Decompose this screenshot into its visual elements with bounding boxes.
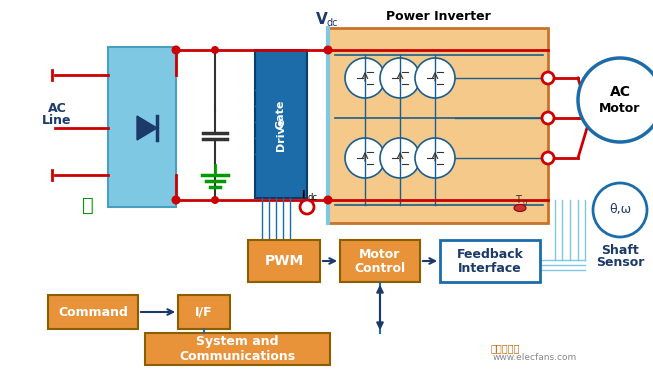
Circle shape bbox=[542, 72, 554, 84]
Circle shape bbox=[211, 196, 219, 204]
Circle shape bbox=[211, 46, 219, 54]
Circle shape bbox=[345, 58, 385, 98]
Circle shape bbox=[300, 200, 314, 214]
Bar bbox=[255, 50, 307, 198]
Text: Motor: Motor bbox=[359, 247, 401, 260]
Text: I: I bbox=[301, 190, 305, 200]
Circle shape bbox=[542, 152, 554, 164]
Text: Feedback: Feedback bbox=[456, 247, 524, 260]
Text: AC: AC bbox=[609, 85, 631, 99]
Circle shape bbox=[415, 138, 455, 178]
Circle shape bbox=[345, 138, 385, 178]
Bar bbox=[178, 295, 230, 329]
Text: I/F: I/F bbox=[195, 305, 213, 318]
Text: T: T bbox=[515, 195, 521, 205]
Circle shape bbox=[172, 196, 180, 204]
Circle shape bbox=[578, 58, 653, 142]
Circle shape bbox=[172, 46, 180, 55]
Text: Power Inverter: Power Inverter bbox=[386, 10, 490, 23]
Text: AC: AC bbox=[48, 102, 67, 115]
Circle shape bbox=[323, 196, 332, 204]
Text: Line: Line bbox=[42, 114, 72, 127]
Bar bbox=[440, 240, 540, 282]
Bar bbox=[48, 295, 138, 329]
Text: θ,ω: θ,ω bbox=[609, 204, 631, 217]
Text: 电子发烧友: 电子发烧友 bbox=[490, 343, 520, 353]
Text: ⏚: ⏚ bbox=[82, 196, 94, 214]
Text: System and: System and bbox=[197, 335, 279, 348]
Circle shape bbox=[380, 138, 420, 178]
Circle shape bbox=[380, 58, 420, 98]
Text: dc: dc bbox=[307, 193, 317, 201]
Text: 0: 0 bbox=[523, 200, 527, 206]
Circle shape bbox=[323, 46, 332, 55]
Bar bbox=[328, 28, 548, 223]
Text: Shaft: Shaft bbox=[601, 243, 639, 256]
Text: PWM: PWM bbox=[264, 254, 304, 268]
Bar bbox=[145, 333, 330, 365]
Bar bbox=[340, 240, 420, 282]
Polygon shape bbox=[137, 116, 157, 140]
Text: Communications: Communications bbox=[180, 349, 296, 362]
Circle shape bbox=[542, 112, 554, 124]
Text: Sensor: Sensor bbox=[596, 256, 645, 269]
Bar bbox=[248, 240, 320, 282]
Text: Drive: Drive bbox=[276, 117, 286, 151]
Circle shape bbox=[593, 183, 647, 237]
Text: Motor: Motor bbox=[599, 102, 641, 115]
Text: V: V bbox=[316, 13, 328, 27]
Text: Command: Command bbox=[58, 305, 128, 318]
Ellipse shape bbox=[514, 204, 526, 211]
Text: Interface: Interface bbox=[458, 262, 522, 275]
Circle shape bbox=[415, 58, 455, 98]
Bar bbox=[108, 47, 176, 207]
Text: Gate: Gate bbox=[276, 99, 286, 129]
Text: dc: dc bbox=[326, 18, 338, 28]
Text: www.elecfans.com: www.elecfans.com bbox=[493, 354, 577, 362]
Text: Control: Control bbox=[355, 262, 406, 275]
